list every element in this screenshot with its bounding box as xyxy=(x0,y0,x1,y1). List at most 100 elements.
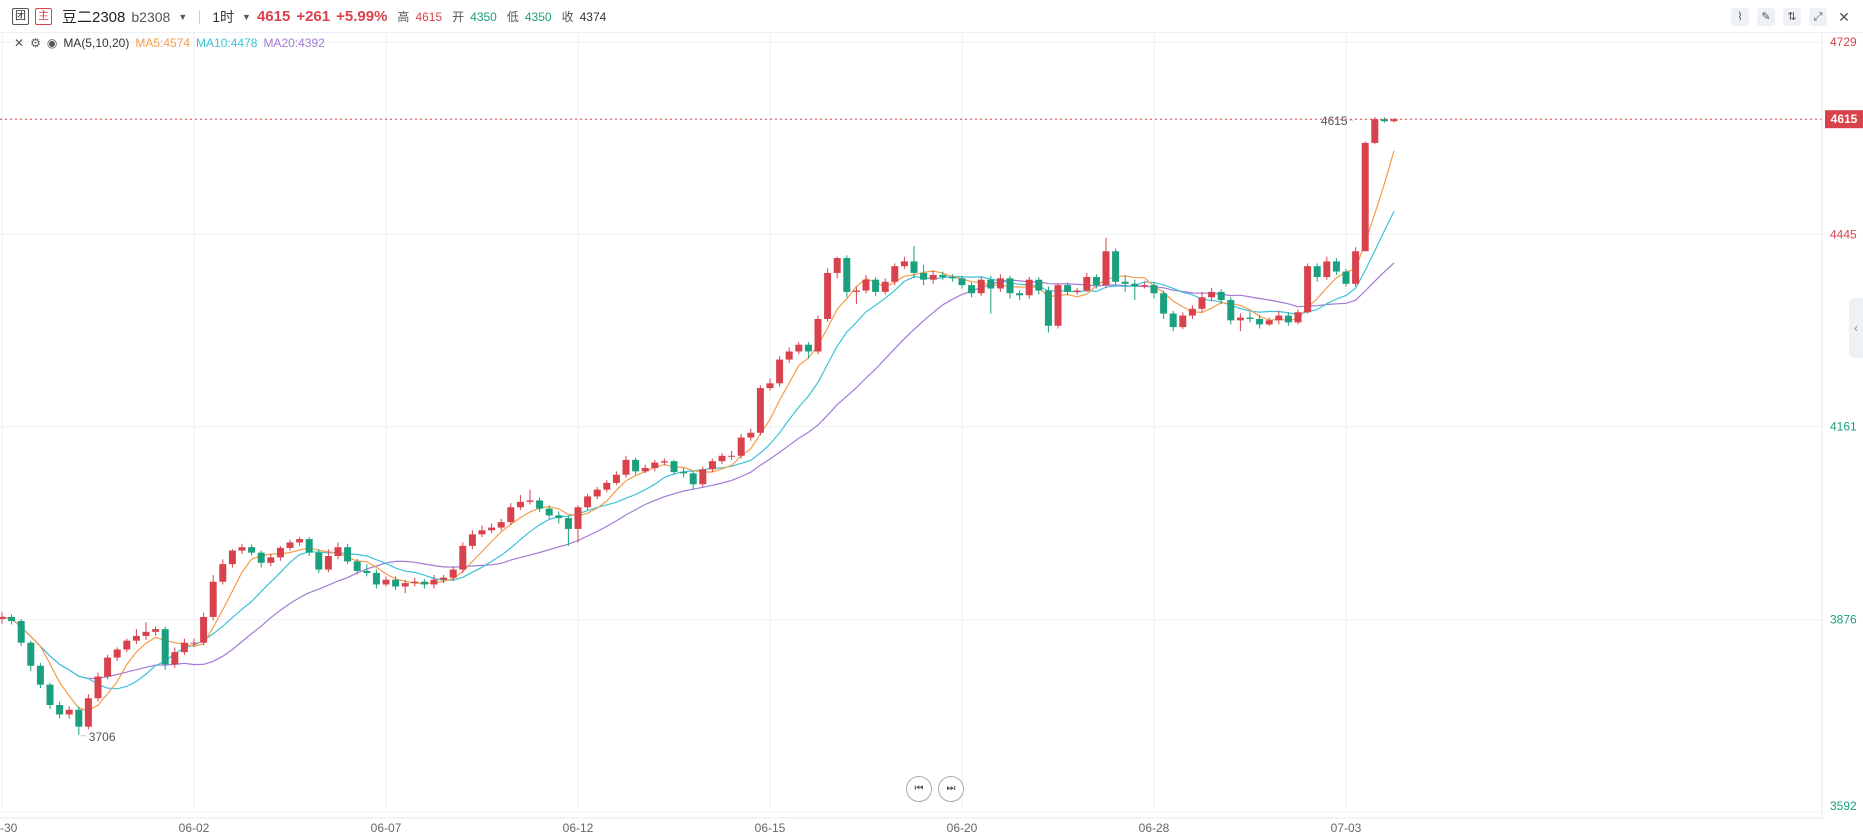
open-label: 开 xyxy=(452,10,465,24)
candle-body xyxy=(996,278,1004,289)
x-tick-label: 05-30 xyxy=(0,821,18,835)
candle-body xyxy=(1131,283,1139,287)
candle-body xyxy=(344,547,352,562)
group-chip[interactable]: 团 xyxy=(12,8,29,25)
settings-icon[interactable]: ⚙ xyxy=(30,36,41,50)
candle-body xyxy=(1246,317,1254,319)
candle-body xyxy=(1236,317,1244,321)
candle-body xyxy=(555,515,563,519)
candle-body xyxy=(593,489,601,497)
candles[interactable] xyxy=(0,117,1398,735)
skip-to-start-icon[interactable]: ⏮ xyxy=(906,776,932,802)
chart-toolbar: 团 主 豆二2308 b2308 ▼ 1时 ▼ 4615 +261 +5.99%… xyxy=(0,0,1863,33)
period-dropdown-icon[interactable]: ▼ xyxy=(242,11,251,22)
candle-body xyxy=(622,459,630,475)
candle-body xyxy=(228,550,236,565)
candle-body xyxy=(1342,271,1350,284)
close-value: 4374 xyxy=(579,9,607,24)
candle-body xyxy=(440,577,448,580)
symbol-name[interactable]: 豆二2308 xyxy=(62,9,126,26)
candle-body xyxy=(372,572,380,585)
draw-pen-icon[interactable]: ✎ xyxy=(1757,8,1775,26)
candle-body xyxy=(1361,142,1369,252)
candle-body xyxy=(584,496,592,508)
symbol-code[interactable]: b2308 xyxy=(131,8,171,25)
candle-body xyxy=(536,500,544,509)
candle-body xyxy=(1332,261,1340,272)
low-label: 低 xyxy=(506,10,519,24)
candle-body xyxy=(632,459,640,472)
candle-body xyxy=(651,462,659,468)
x-tick-label: 07-03 xyxy=(1331,821,1362,835)
candle-body xyxy=(56,704,64,715)
candle-body xyxy=(123,640,131,650)
high-value: 4615 xyxy=(415,9,443,24)
candle-body xyxy=(171,652,179,665)
candle-body xyxy=(1092,276,1100,286)
candle-body xyxy=(958,278,966,286)
last-price-tag xyxy=(1825,110,1863,129)
candle-body xyxy=(747,432,755,438)
symbol-dropdown-icon[interactable]: ▼ xyxy=(178,11,188,22)
fullscreen-icon[interactable]: ⤢ xyxy=(1809,8,1827,26)
candle-body xyxy=(363,570,371,573)
candle-body xyxy=(286,542,294,548)
candle-body xyxy=(257,552,265,563)
compare-icon[interactable]: ⇅ xyxy=(1783,8,1801,26)
candle-body xyxy=(929,274,937,280)
candle-body xyxy=(641,467,649,472)
close-indicator-icon[interactable]: ✕ xyxy=(14,36,25,50)
candle-body xyxy=(545,508,553,516)
candle-body xyxy=(190,642,198,644)
y-tick-label: 4161 xyxy=(1830,420,1857,434)
candle-body xyxy=(17,621,25,643)
high-label: 高 xyxy=(397,10,410,24)
y-tick-label: 4729 xyxy=(1830,35,1857,49)
candle-body xyxy=(334,547,342,557)
open-value: 4350 xyxy=(470,9,497,24)
candle-body xyxy=(526,500,534,502)
candle-body xyxy=(766,383,774,389)
last-price: 4615 xyxy=(256,8,291,25)
candle-body xyxy=(1352,251,1360,284)
candle-body xyxy=(795,344,803,352)
main-contract-chip[interactable]: 主 xyxy=(35,8,52,25)
candle-body xyxy=(574,507,582,529)
candle-body xyxy=(1083,276,1091,291)
candle-body xyxy=(1112,251,1120,282)
collapse-panel-chevron-icon[interactable]: ‹ xyxy=(1849,298,1863,358)
candle-body xyxy=(113,649,121,658)
candle-body xyxy=(1016,293,1024,296)
candle-body xyxy=(670,461,678,473)
candle-body xyxy=(1390,119,1398,122)
candle-body xyxy=(27,642,35,666)
candle-body xyxy=(881,281,889,292)
last-price-tag-text: 4615 xyxy=(1831,112,1858,126)
candle-body xyxy=(862,279,870,291)
close-icon[interactable]: ✕ xyxy=(1838,9,1850,25)
candle-body xyxy=(161,629,169,665)
candle-body xyxy=(1275,315,1283,321)
ma5-value: MA5:4574 xyxy=(135,36,191,50)
y-tick-label: 3592 xyxy=(1830,799,1857,813)
indicator-icon[interactable]: ⌇ xyxy=(1731,8,1749,26)
candle-body xyxy=(1044,290,1052,326)
candle-body xyxy=(1006,278,1014,294)
period-selector[interactable]: 1时 xyxy=(212,8,235,25)
candle-body xyxy=(152,629,160,632)
x-tick-label: 06-15 xyxy=(755,821,786,835)
candle-body xyxy=(200,616,208,643)
visibility-eye-icon[interactable]: ◉ xyxy=(46,36,58,50)
candle-body xyxy=(1102,251,1110,286)
candle-body xyxy=(132,635,140,641)
candle-body xyxy=(718,455,726,462)
price-change: +261 xyxy=(296,8,331,25)
candle-body xyxy=(497,522,505,528)
candle-body xyxy=(1323,261,1331,277)
candle-body xyxy=(516,501,524,508)
candle-body xyxy=(1054,285,1062,326)
candle-body xyxy=(824,272,832,319)
candle-body xyxy=(305,539,313,553)
skip-to-end-icon[interactable]: ⏭ xyxy=(938,776,964,802)
